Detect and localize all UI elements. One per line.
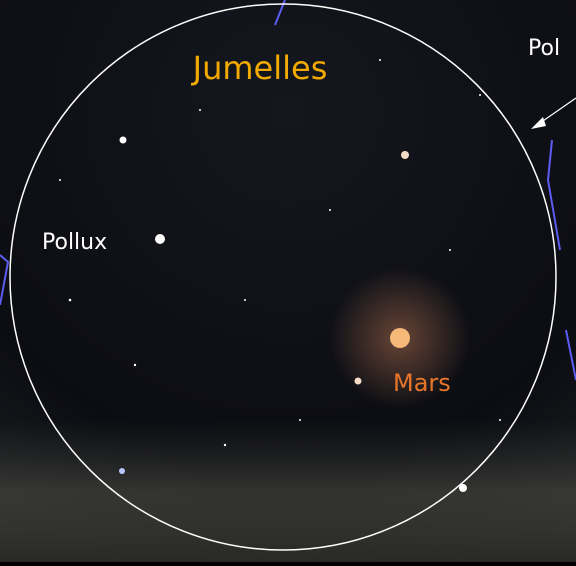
pollux-label: Pollux <box>42 230 107 255</box>
field-title: Jumelles <box>191 49 328 87</box>
star <box>244 299 246 301</box>
star <box>299 419 301 421</box>
page: Jumelles Pollux Mars Pol (() => { const … <box>0 0 576 562</box>
planet-mars <box>390 328 410 348</box>
star <box>329 209 331 211</box>
star <box>120 137 127 144</box>
star <box>449 249 451 251</box>
star <box>199 109 201 111</box>
star <box>134 364 136 366</box>
star <box>119 468 125 474</box>
star <box>379 59 381 61</box>
star <box>355 378 362 385</box>
star <box>69 299 72 302</box>
star-pollux <box>155 234 165 244</box>
corner-label: Pol <box>528 36 560 61</box>
mars-label: Mars <box>393 369 451 397</box>
star <box>224 444 226 446</box>
star <box>499 419 501 421</box>
horizon <box>0 420 576 562</box>
star <box>479 94 481 96</box>
star <box>401 151 409 159</box>
sky-view: Jumelles Pollux Mars Pol <box>0 0 576 562</box>
star <box>59 179 61 181</box>
